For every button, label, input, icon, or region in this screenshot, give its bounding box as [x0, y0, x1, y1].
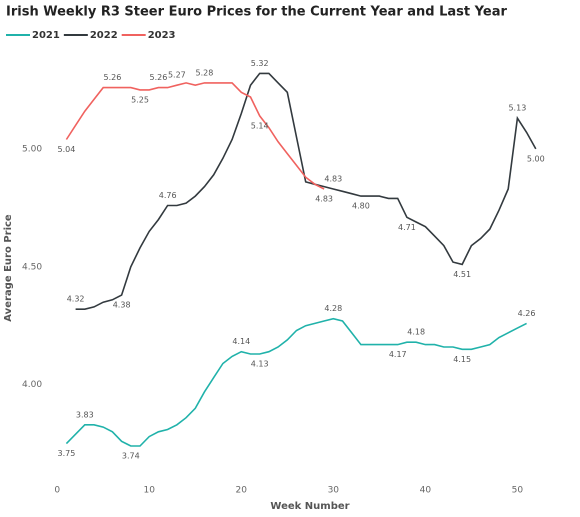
data-label: 4.76	[159, 191, 177, 200]
data-label: 4.80	[352, 202, 370, 211]
data-label: 4.32	[67, 295, 85, 304]
data-label: 5.32	[251, 59, 269, 68]
x-tick-label: 40	[420, 486, 432, 496]
x-tick-label: 30	[328, 486, 340, 496]
data-label: 3.83	[76, 410, 94, 419]
legend-label: 2021	[32, 30, 60, 41]
data-label: 4.14	[232, 337, 250, 346]
data-label: 4.38	[113, 301, 131, 310]
data-label: 4.15	[453, 355, 471, 364]
data-label: 4.28	[324, 304, 342, 313]
x-tick-label: 50	[512, 486, 524, 496]
legend-label: 2022	[90, 30, 118, 41]
data-label: 4.83	[315, 194, 333, 203]
data-label: 5.26	[104, 73, 122, 82]
data-label: 4.83	[324, 174, 342, 183]
legend-label: 2023	[148, 30, 176, 41]
data-label: 4.71	[398, 223, 416, 232]
data-label: 5.04	[58, 145, 76, 154]
series-line	[75, 72, 537, 310]
series-line	[65, 82, 325, 190]
y-tick-label: 4.00	[22, 380, 42, 390]
data-label: 3.75	[58, 449, 76, 458]
data-label: 5.28	[196, 68, 214, 77]
legend: 2021 2022 2023	[6, 30, 176, 41]
data-label: 4.51	[453, 270, 471, 279]
data-label: 5.27	[168, 71, 186, 80]
data-label: 3.74	[122, 451, 140, 460]
x-tick-label: 0	[54, 486, 60, 496]
series-line	[65, 317, 527, 447]
chart-title: Irish Weekly R3 Steer Euro Prices for th…	[6, 5, 507, 20]
y-axis-title: Average Euro Price	[3, 214, 14, 322]
x-tick-label: 20	[236, 486, 248, 496]
data-label: 4.17	[389, 350, 407, 359]
data-label: 5.25	[131, 95, 149, 104]
data-label: 5.26	[150, 73, 168, 82]
x-tick-label: 10	[144, 486, 156, 496]
y-tick-label: 5.00	[22, 144, 42, 154]
data-label: 5.13	[508, 104, 526, 113]
data-label: 5.00	[527, 154, 545, 163]
y-tick-label: 4.50	[22, 262, 42, 272]
x-axis-title: Week Number	[270, 501, 349, 512]
data-label: 5.14	[251, 121, 269, 130]
data-label: 4.26	[518, 309, 536, 318]
data-label: 4.13	[251, 360, 269, 369]
data-label: 4.18	[407, 328, 425, 337]
